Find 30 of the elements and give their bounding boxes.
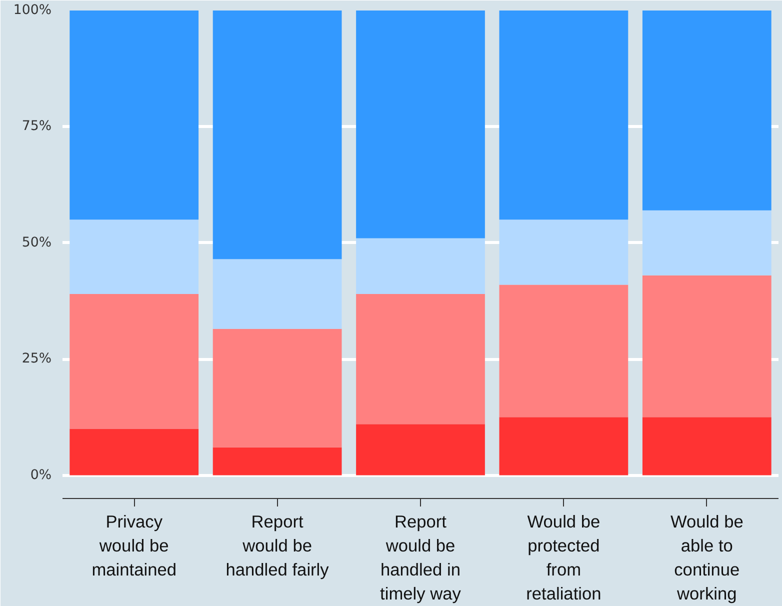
x-tick-label: Privacy would be maintained xyxy=(92,512,176,580)
bar xyxy=(642,417,772,476)
y-tick-label: 0% xyxy=(30,468,52,483)
bar xyxy=(70,10,199,220)
bar xyxy=(212,10,342,260)
bar xyxy=(356,294,485,424)
bar xyxy=(499,417,628,476)
bar xyxy=(499,10,628,220)
x-tick-label: Would be able to continue working xyxy=(670,512,744,604)
bar xyxy=(642,275,772,418)
bar xyxy=(212,447,342,476)
y-tick-label: 25% xyxy=(22,352,52,367)
bar xyxy=(356,10,485,238)
bar xyxy=(212,328,342,448)
bar xyxy=(70,294,199,429)
bar xyxy=(212,259,342,329)
x-tick-label: Report would be handled in timely way xyxy=(380,512,462,604)
bar xyxy=(356,238,485,294)
bar xyxy=(499,220,628,285)
bar xyxy=(70,220,199,294)
bar xyxy=(499,284,628,418)
y-tick-label: 100% xyxy=(13,3,52,18)
y-tick-label: 50% xyxy=(22,235,52,250)
bar xyxy=(356,424,485,476)
bar xyxy=(642,210,772,276)
bar xyxy=(642,10,772,210)
y-tick-label: 75% xyxy=(22,119,52,134)
x-tick-label: Would be protected from retaliation xyxy=(526,512,602,604)
x-tick-label: Report would be handled fairly xyxy=(226,512,330,580)
bar xyxy=(70,428,199,476)
